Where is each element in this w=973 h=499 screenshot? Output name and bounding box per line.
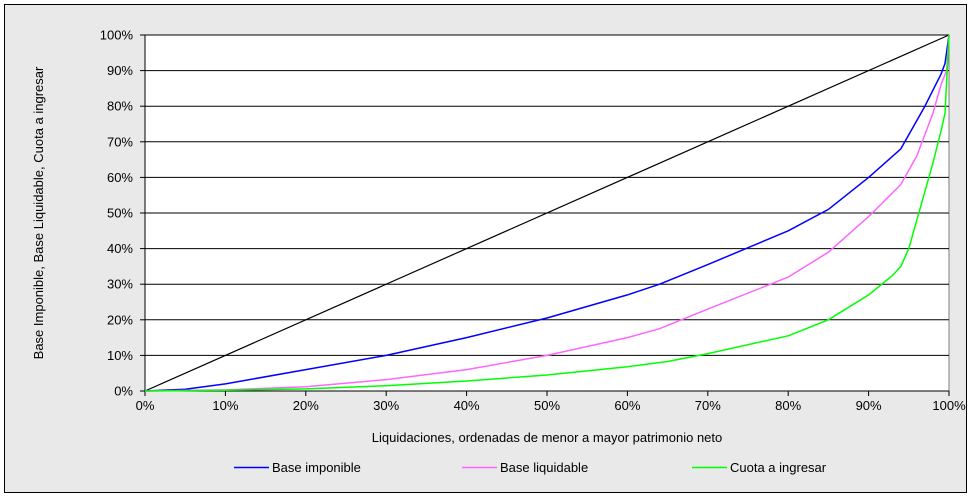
equality-line: [144, 34, 950, 392]
x-axis-title: Liquidaciones, ordenadas de menor a mayo…: [372, 430, 723, 445]
y-tick-label: 20%: [107, 312, 133, 327]
gridlines: [145, 34, 949, 356]
axes: [140, 34, 950, 396]
y-tick-label: 80%: [107, 99, 133, 114]
legend: Base imponible Base liquidable Cuota a ing…: [234, 460, 827, 475]
legend-label: Base imponible: [272, 460, 361, 475]
x-tick-label: 60%: [614, 398, 640, 413]
x-tick-label: 80%: [775, 398, 801, 413]
x-tick-label: 50%: [534, 398, 560, 413]
legend-label: Cuota a ingresar: [730, 460, 827, 475]
series-line-cuota-a-ingresar: [144, 34, 950, 392]
y-tick-label: 50%: [107, 206, 133, 221]
x-tick-label: 40%: [454, 398, 480, 413]
series-line-base-liquidable: [144, 34, 950, 392]
y-tick-label: 10%: [107, 348, 133, 363]
legend-label: Base liquidable: [500, 460, 588, 475]
x-tick-label: 100%: [932, 398, 966, 413]
series-lines: [144, 34, 950, 392]
x-tick-label: 90%: [856, 398, 882, 413]
x-tick-label: 10%: [212, 398, 238, 413]
series-line-base-imponible: [144, 34, 950, 392]
y-axis-title: Base Imponible, Base Liquidable, Cuota a…: [31, 66, 46, 359]
tick-labels: 0% 10% 20% 30% 40% 50% 60% 70% 80% 90% 100% 0% 10% 20…: [100, 28, 966, 414]
x-tick-label: 20%: [293, 398, 319, 413]
y-tick-label: 70%: [107, 134, 133, 149]
y-tick-label: 30%: [107, 277, 133, 292]
y-tick-label: 100%: [100, 28, 134, 43]
x-tick-label: 70%: [695, 398, 721, 413]
x-tick-label: 0%: [136, 398, 155, 413]
x-tick-label: 30%: [373, 398, 399, 413]
y-tick-label: 0%: [114, 384, 133, 399]
y-tick-label: 90%: [107, 63, 133, 78]
y-tick-label: 60%: [107, 170, 133, 185]
y-tick-label: 40%: [107, 241, 133, 256]
